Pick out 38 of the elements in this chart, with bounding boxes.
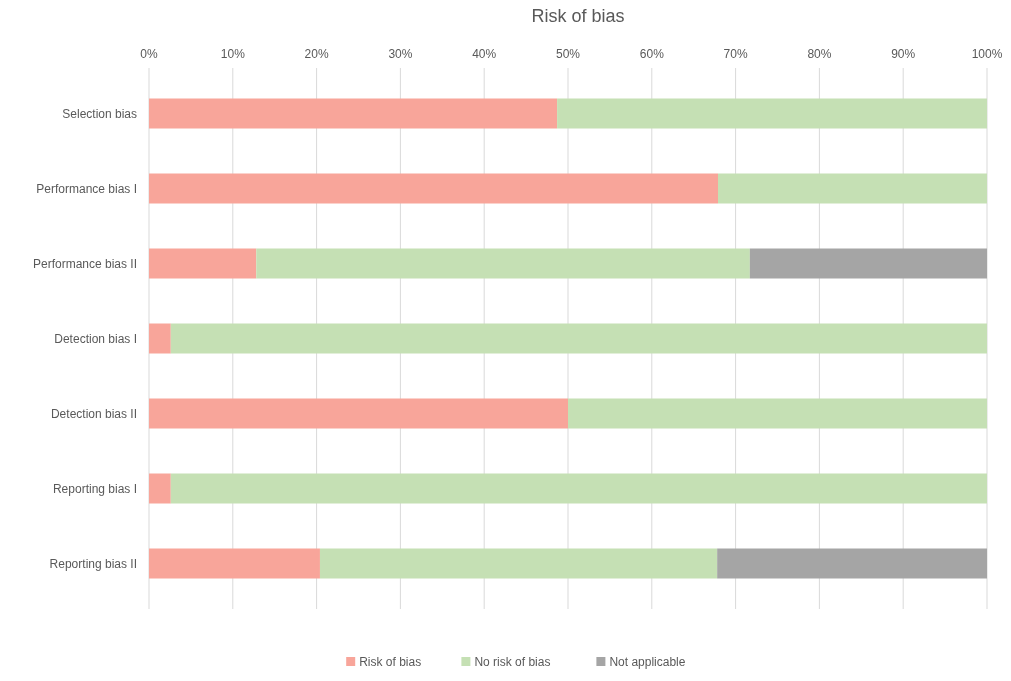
legend-label: Risk of bias bbox=[359, 655, 422, 669]
bar bbox=[149, 248, 257, 279]
bar bbox=[557, 98, 987, 129]
bar bbox=[749, 248, 987, 279]
y-tick-label: Detection bias I bbox=[54, 331, 137, 346]
x-tick-label: 70% bbox=[723, 47, 748, 61]
bar bbox=[256, 248, 750, 279]
x-tick-label: 80% bbox=[807, 47, 832, 61]
y-tick-label: Performance bias II bbox=[32, 256, 137, 271]
x-tick-label: 50% bbox=[555, 47, 581, 61]
legend-label: Not applicable bbox=[609, 655, 686, 669]
x-tick-label: 100% bbox=[971, 47, 1003, 61]
x-tick-label: 20% bbox=[304, 47, 329, 61]
bar bbox=[170, 473, 987, 504]
x-tick-label: 30% bbox=[388, 47, 413, 61]
x-tick-label: 0% bbox=[140, 47, 158, 61]
bar bbox=[149, 323, 171, 354]
bar bbox=[149, 98, 558, 129]
bar bbox=[717, 548, 987, 579]
x-tick-label: 60% bbox=[639, 47, 665, 61]
y-tick-label: Reporting bias I bbox=[52, 481, 137, 496]
y-tick-label: Reporting bias II bbox=[49, 556, 137, 571]
x-tick-label: 40% bbox=[472, 47, 497, 61]
x-tick-label: 10% bbox=[220, 47, 246, 61]
bar bbox=[149, 398, 568, 429]
bar bbox=[568, 398, 987, 429]
legend-label: No risk of bias bbox=[474, 655, 551, 669]
bar bbox=[149, 473, 171, 504]
y-tick-label: Selection bias bbox=[62, 106, 137, 121]
bar bbox=[149, 548, 320, 579]
bar bbox=[149, 173, 718, 204]
bar bbox=[718, 173, 987, 204]
bar bbox=[319, 548, 718, 579]
bar bbox=[170, 323, 987, 354]
y-tick-label: Detection bias II bbox=[50, 406, 137, 421]
chart-title: Risk of bias bbox=[531, 6, 625, 26]
x-tick-label: 90% bbox=[891, 47, 916, 61]
y-tick-label: Performance bias I bbox=[36, 181, 137, 196]
